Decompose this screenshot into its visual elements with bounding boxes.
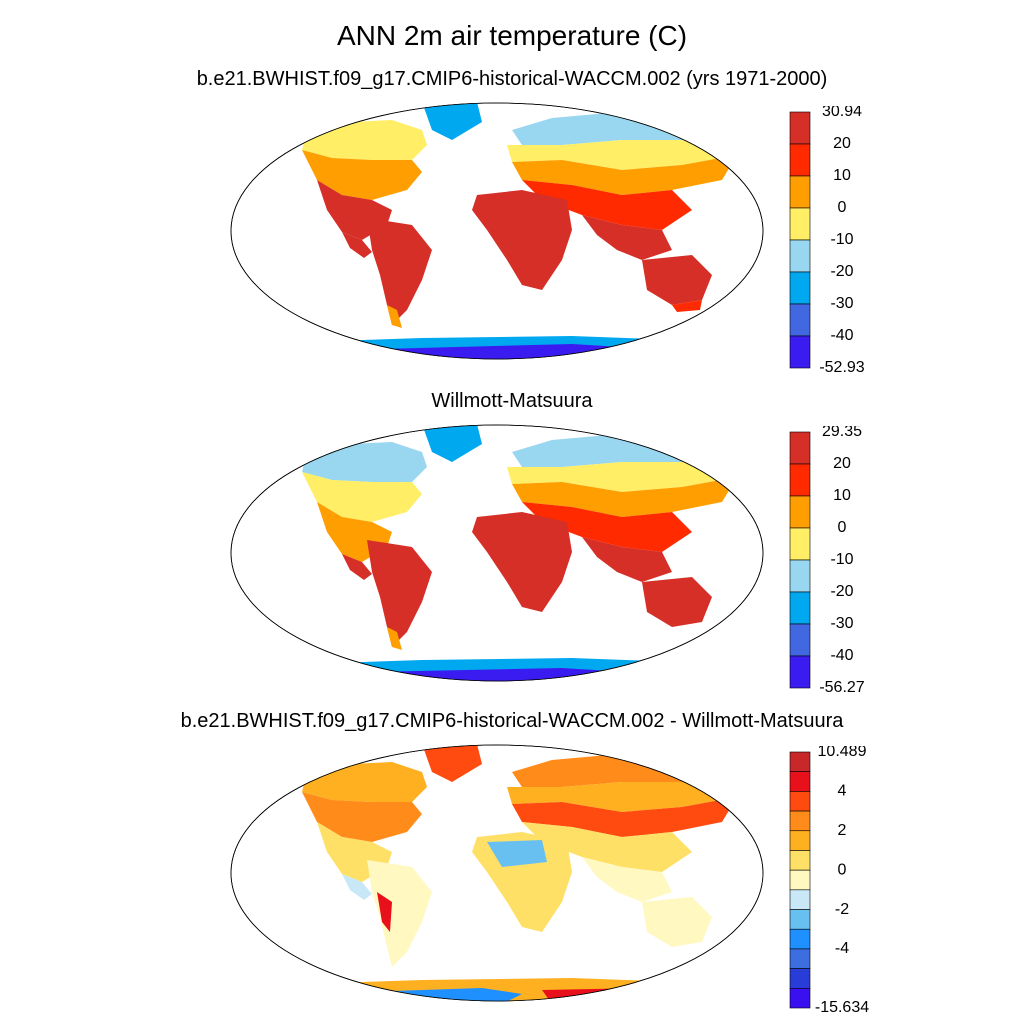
- colorbar-tick-label: -20: [830, 583, 853, 600]
- colorbar-segment: [789, 968, 811, 989]
- panel-3-colorbar: 10.489 4 2 0 -2 -4 -15.634: [789, 746, 869, 1016]
- colorbar-tick-label: -20: [830, 263, 853, 280]
- colorbar-segment: [789, 655, 811, 689]
- colorbar-segment: [789, 988, 811, 1009]
- colorbar-tick-label: 10: [833, 167, 851, 184]
- panel-1-colorbar: 30.94 20 10 0 -10 -20 -30 -40 -52.93: [789, 106, 865, 376]
- greenland-region: [422, 103, 482, 140]
- panel-3-map: [230, 744, 764, 1002]
- colorbar-segment: [789, 830, 811, 851]
- colorbar-tick-label: 10: [833, 487, 851, 504]
- colorbar-segment: [789, 559, 811, 593]
- colorbar-segment: [789, 335, 811, 369]
- colorbar-segment: [789, 928, 811, 950]
- panel-3-title: b.e21.BWHIST.f09_g17.CMIP6-historical-WA…: [180, 710, 844, 732]
- colorbar-tick-label: 0: [838, 199, 847, 216]
- colorbar-tick-label: -30: [830, 615, 853, 632]
- colorbar-segment: [789, 271, 811, 305]
- colorbar-segment: [789, 869, 811, 891]
- colorbar-min-label: -56.27: [819, 679, 864, 696]
- colorbar-tick-label: -30: [830, 295, 853, 312]
- colorbar-segment: [789, 527, 811, 561]
- colorbar-tick-label: 20: [833, 455, 851, 472]
- colorbar-max-label: 10.489: [818, 746, 867, 760]
- colorbar-segment: [789, 463, 811, 497]
- colorbar-segment: [789, 850, 811, 871]
- colorbar-segment: [789, 303, 811, 337]
- colorbar-tick-label: 0: [838, 519, 847, 536]
- colorbar-tick-label: 20: [833, 135, 851, 152]
- colorbar-segment: [789, 431, 811, 465]
- panel-2-colorbar: 29.35 20 10 0 -10 -20 -30 -40 -56.27: [789, 426, 865, 696]
- panel-1-map: [230, 102, 764, 360]
- colorbar-segment: [789, 909, 811, 930]
- colorbar-tick-label: -4: [835, 940, 849, 957]
- colorbar-min-label: -52.93: [819, 359, 864, 376]
- colorbar-segment: [789, 889, 811, 910]
- colorbar-max-label: 29.35: [822, 426, 862, 440]
- colorbar-segment: [789, 207, 811, 241]
- colorbar-tick-label: -40: [830, 327, 853, 344]
- colorbar-min-label: -15.634: [815, 999, 869, 1016]
- colorbar-tick-label: 0: [838, 861, 847, 878]
- panel-1-title: b.e21.BWHIST.f09_g17.CMIP6-historical-WA…: [196, 68, 828, 90]
- colorbar-segment: [789, 175, 811, 209]
- colorbar-tick-label: 2: [838, 822, 847, 839]
- colorbar-segment: [789, 623, 811, 657]
- main-title: ANN 2m air temperature (C): [336, 20, 688, 51]
- panel-2-map: [230, 424, 764, 682]
- colorbar-segment: [789, 751, 811, 772]
- colorbar-tick-label: -40: [830, 647, 853, 664]
- colorbar-segment: [789, 143, 811, 177]
- colorbar-segment: [789, 810, 811, 832]
- panel-2-title: Willmott-Matsuura: [431, 390, 593, 412]
- colorbar-segment: [789, 111, 811, 145]
- colorbar-tick-label: -10: [830, 231, 853, 248]
- colorbar-tick-label: -2: [835, 901, 849, 918]
- colorbar-tick-label: 4: [838, 783, 847, 800]
- colorbar-segment: [789, 771, 811, 792]
- colorbar-tick-label: -10: [830, 551, 853, 568]
- colorbar-segment: [789, 791, 811, 812]
- colorbar-segment: [789, 948, 811, 969]
- colorbar-max-label: 30.94: [822, 106, 862, 120]
- colorbar-segment: [789, 591, 811, 625]
- colorbar-segment: [789, 239, 811, 273]
- colorbar-segment: [789, 495, 811, 529]
